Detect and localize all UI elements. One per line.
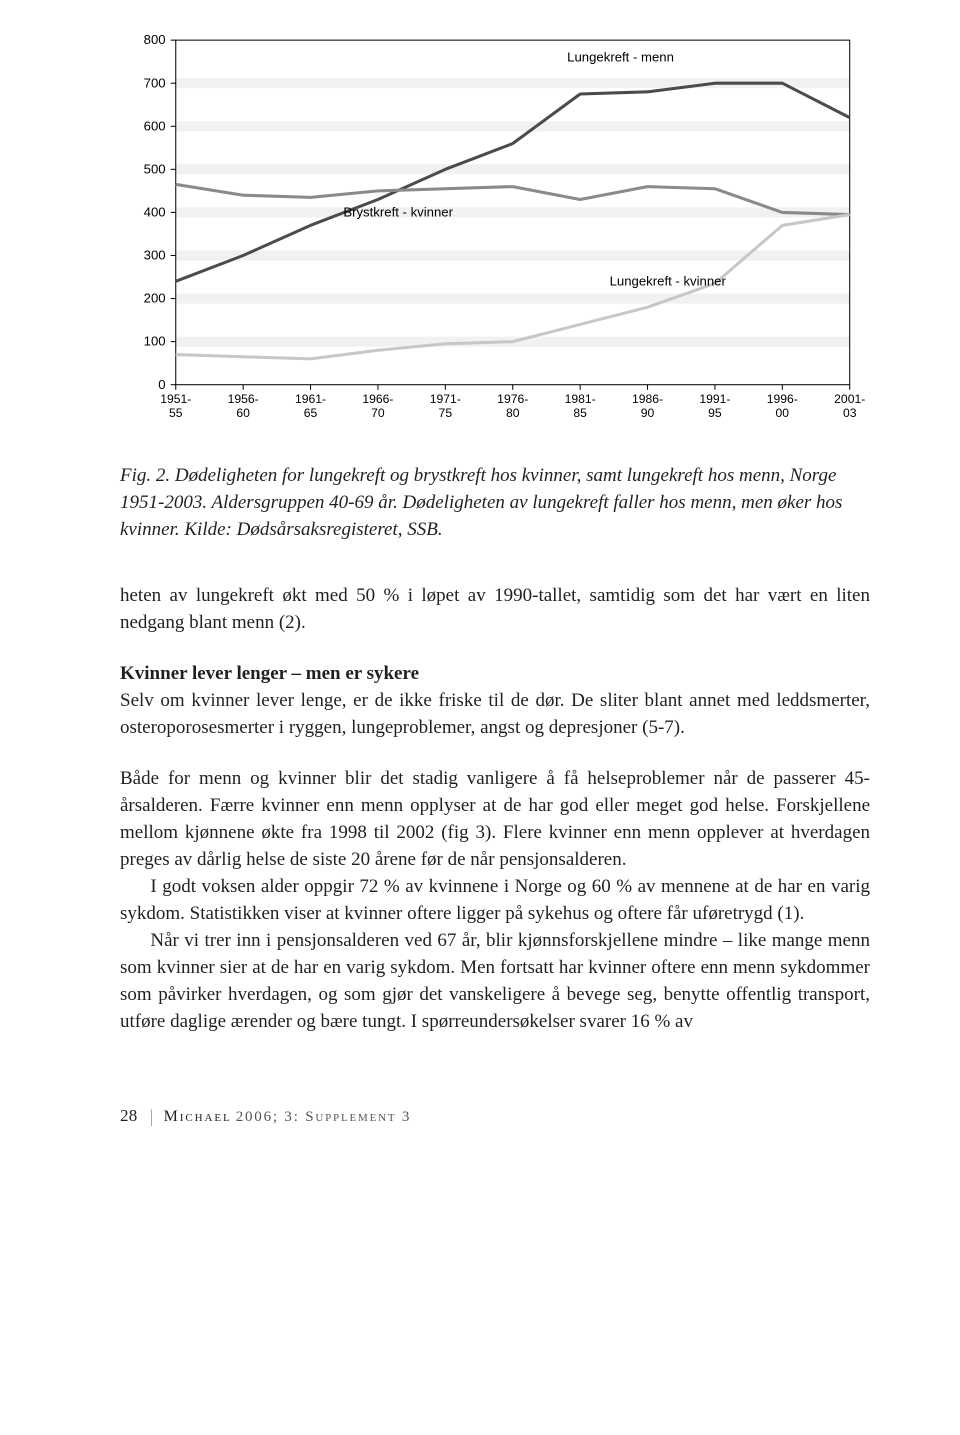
svg-text:700: 700 <box>144 75 166 90</box>
svg-text:1996-: 1996- <box>767 392 798 406</box>
para-2: Kvinner lever lenger – men er sykere Sel… <box>120 661 870 742</box>
svg-text:65: 65 <box>304 406 318 420</box>
svg-text:1981-: 1981- <box>565 392 596 406</box>
mortality-line-chart: 0 100 200 300 400 500 600 700 800 1951-55 1956-60 1… <box>120 30 870 435</box>
svg-text:80: 80 <box>506 406 520 420</box>
svg-text:800: 800 <box>144 32 166 47</box>
para-1: heten av lungekreft økt med 50 % i løpet… <box>120 583 870 637</box>
figure-caption-text: Dødeligheten for lungekreft og brystkref… <box>120 465 842 539</box>
footer-issue: 2006; 3: Supplement 3 <box>236 1109 412 1125</box>
figure-caption: Fig. 2. Dødeligheten for lungekreft og b… <box>120 463 870 543</box>
svg-text:0: 0 <box>158 377 165 392</box>
svg-text:60: 60 <box>236 406 250 420</box>
page-number: 28 <box>120 1106 138 1126</box>
svg-text:1991-: 1991- <box>699 392 730 406</box>
svg-text:70: 70 <box>371 406 385 420</box>
svg-text:95: 95 <box>708 406 722 420</box>
figure-label: Fig. 2. <box>120 465 170 486</box>
svg-text:600: 600 <box>144 118 166 133</box>
svg-text:1961-: 1961- <box>295 392 326 406</box>
svg-text:03: 03 <box>843 406 857 420</box>
svg-text:2001-: 2001- <box>834 392 865 406</box>
svg-text:55: 55 <box>169 406 183 420</box>
svg-text:Lungekreft - kvinner: Lungekreft - kvinner <box>610 274 727 289</box>
svg-text:Brystkreft - kvinner: Brystkreft - kvinner <box>343 205 453 220</box>
page-footer: 28 | Michael 2006; 3: Supplement 3 <box>120 1106 870 1127</box>
svg-text:75: 75 <box>439 406 453 420</box>
svg-text:1951-: 1951- <box>160 392 191 406</box>
para-3: Både for menn og kvinner blir det stadig… <box>120 766 870 874</box>
svg-text:500: 500 <box>144 161 166 176</box>
svg-text:1966-: 1966- <box>362 392 393 406</box>
svg-text:200: 200 <box>144 291 166 306</box>
svg-text:1956-: 1956- <box>228 392 259 406</box>
svg-text:90: 90 <box>641 406 655 420</box>
svg-text:1986-: 1986- <box>632 392 663 406</box>
svg-text:1976-: 1976- <box>497 392 528 406</box>
svg-text:300: 300 <box>144 248 166 263</box>
svg-text:1971-: 1971- <box>430 392 461 406</box>
svg-text:400: 400 <box>144 204 166 219</box>
svg-text:Lungekreft - menn: Lungekreft - menn <box>567 50 674 65</box>
svg-text:00: 00 <box>776 406 790 420</box>
body-text: heten av lungekreft økt med 50 % i løpet… <box>120 583 870 1036</box>
para-5: Når vi trer inn i pensjonsalderen ved 67… <box>120 928 870 1036</box>
svg-text:85: 85 <box>573 406 587 420</box>
footer-separator: | <box>150 1106 154 1127</box>
svg-text:100: 100 <box>144 334 166 349</box>
para-4: I godt voksen alder oppgir 72 % av kvinn… <box>120 874 870 928</box>
footer-journal: Michael <box>164 1108 232 1125</box>
section-heading-2: Kvinner lever lenger – men er sykere <box>120 663 419 684</box>
chart-svg: 0 100 200 300 400 500 600 700 800 1951-55 1956-60 1… <box>120 30 870 435</box>
para-2-text: Selv om kvinner lever lenge, er de ikke … <box>120 690 870 738</box>
